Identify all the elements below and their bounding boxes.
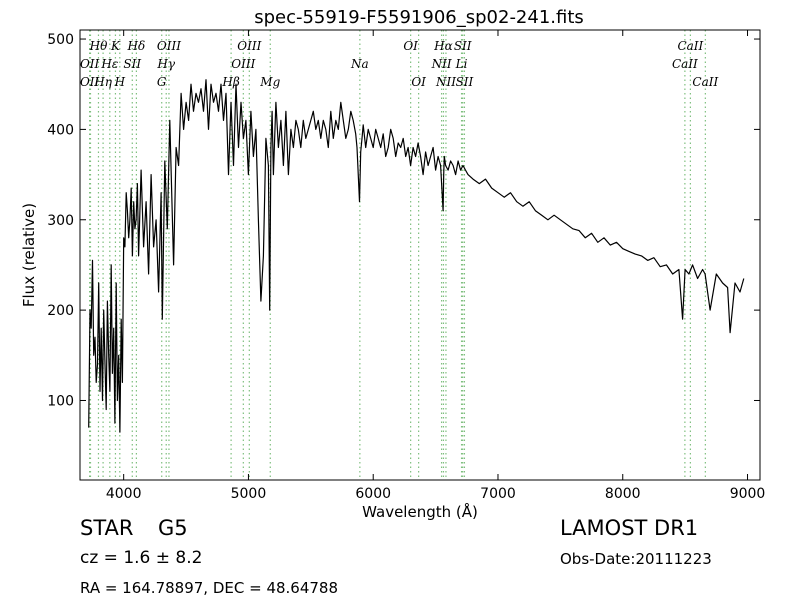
spectral-line-label: H (114, 75, 126, 89)
spectral-line-label: OIII (237, 39, 261, 53)
spectral-line-label: K (110, 39, 121, 53)
spectral-line-label: G (157, 75, 167, 89)
spectral-line-label: Hθ (89, 39, 108, 53)
spectral-line-label: NII (431, 57, 452, 71)
observation-date: Obs-Date:20111223 (560, 550, 712, 568)
spectrum-line (88, 79, 745, 433)
y-tick-label: 300 (47, 213, 74, 229)
spectral-line-label: OIII (157, 39, 181, 53)
y-tick-label: 100 (47, 393, 74, 409)
object-class: STAR (80, 516, 134, 540)
y-tick-label: 200 (47, 303, 74, 319)
x-axis-label: Wavelength (Å) (362, 502, 478, 520)
spectral-line-label: Li (455, 57, 468, 71)
spectral-line-label: Hα (433, 39, 453, 53)
spectral-line-label: OII (80, 75, 100, 89)
spectral-line-label: OII (80, 57, 100, 71)
spectral-line-label: Hε (100, 57, 118, 71)
x-tick-label: 4000 (106, 486, 142, 502)
spectral-line-label: CaII (672, 57, 698, 71)
spectral-line-label: OI (411, 75, 426, 89)
y-axis-ticks: 100 200 300 400 500 (47, 32, 760, 409)
spectral-line-label: SII (456, 75, 474, 89)
spectral-line-label: Mg (259, 75, 280, 89)
x-tick-label: 5000 (231, 486, 267, 502)
spectral-line-label: OIII (231, 57, 255, 71)
spectral-line-label: Hη (93, 75, 112, 89)
spectral-line-label: Na (350, 57, 369, 71)
spectrum-chart: spec-55919-F5591906_sp02-241.fits Hθ K Hδ O… (20, 7, 765, 520)
spectral-line-label: SII (454, 39, 472, 53)
x-tick-label: 8000 (605, 486, 641, 502)
spectral-line-label: SII (123, 57, 141, 71)
spectral-line-label: Hγ (156, 57, 175, 71)
spectral-line-label: Hδ (127, 39, 146, 53)
coordinates: RA = 164.78897, DEC = 48.64788 (80, 579, 339, 597)
spectral-line-label: CaII (677, 39, 703, 53)
y-tick-label: 500 (47, 32, 74, 48)
plot-frame (79, 29, 761, 481)
chart-title: spec-55919-F5591906_sp02-241.fits (254, 7, 584, 28)
spectral-subclass: G5 (158, 516, 188, 540)
spectral-line-label: OI (403, 39, 418, 53)
spectral-line-label: CaII (692, 75, 718, 89)
y-tick-label: 400 (47, 122, 74, 138)
y-axis-label: Flux (relative) (20, 203, 38, 307)
x-tick-label: 9000 (730, 486, 766, 502)
spectral-line-label: NII (435, 75, 456, 89)
survey-name: LAMOST DR1 (560, 516, 699, 540)
redshift-value: cz = 1.6 ± 8.2 (80, 548, 203, 568)
spectral-line-label: Hβ (221, 75, 239, 89)
x-tick-label: 7000 (480, 486, 516, 502)
x-tick-label: 6000 (355, 486, 391, 502)
x-axis-ticks: 4000 5000 6000 7000 8000 9000 (106, 30, 765, 502)
